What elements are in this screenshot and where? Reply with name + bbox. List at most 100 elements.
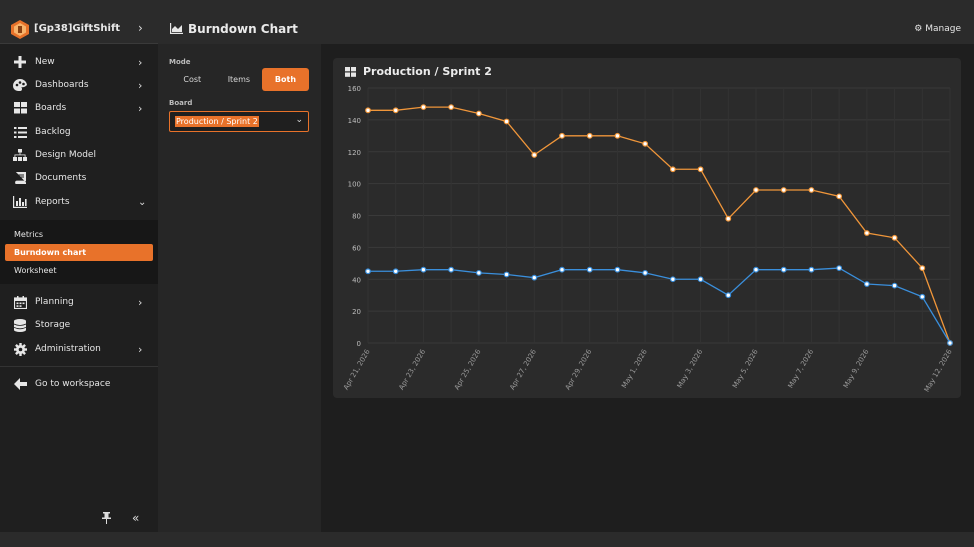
data-point: [891, 282, 898, 289]
x-tick-label: Apr 25, 2026: [453, 348, 483, 392]
data-point: [919, 265, 926, 271]
data-point: [448, 104, 455, 111]
bar-chart-icon: [12, 194, 28, 210]
data-point: [863, 230, 870, 236]
data-point: [531, 152, 538, 158]
board-select[interactable]: Production / Sprint 2 ⌄: [169, 111, 309, 132]
sidebar-item-storage[interactable]: Storage: [0, 314, 158, 336]
workspace-link-label: Go to workspace: [35, 379, 111, 389]
board-select-value: Production / Sprint 2: [175, 116, 259, 127]
data-point: [365, 268, 371, 275]
mode-option-items[interactable]: Items: [227, 75, 251, 84]
data-point: [448, 266, 455, 273]
y-tick-label: 140: [348, 117, 361, 125]
data-point: [836, 193, 843, 200]
sidebar-item-label: Dashboards: [35, 80, 89, 90]
chart-card: Production / Sprint 2 0 20 40 60 80 100 120 140…: [333, 58, 961, 398]
grid-icon: [345, 67, 356, 77]
top-strip: [0, 0, 974, 15]
workspace-header[interactable]: [Gp38]GiftShift ›: [0, 15, 158, 44]
mode-option-both[interactable]: Both: [262, 68, 309, 91]
submenu-item-burndown-chart[interactable]: Burndown chart: [5, 244, 153, 261]
sidebar-item-label: Administration: [35, 344, 101, 354]
data-point: [669, 276, 676, 283]
sidebar-item-label: Design Model: [35, 150, 96, 160]
sidebar-item-new[interactable]: New ›: [0, 51, 158, 73]
bottom-strip: [0, 532, 974, 547]
chevron-right-icon: ›: [138, 101, 143, 115]
manage-button[interactable]: ⚙ Manage: [914, 24, 961, 34]
submenu-item-metrics[interactable]: Metrics: [14, 230, 44, 239]
data-point: [392, 107, 399, 114]
chevron-right-icon: ›: [138, 342, 143, 356]
app-logo-icon: [11, 20, 29, 39]
workspace-name: [Gp38]GiftShift: [34, 23, 121, 34]
gear-icon: ⚙: [914, 24, 923, 34]
database-icon: [12, 317, 28, 333]
x-tick-label: May 12, 2026: [923, 348, 954, 394]
x-tick-label: Apr 29, 2026: [564, 348, 594, 392]
data-point: [669, 166, 676, 173]
data-point: [475, 110, 482, 117]
mode-label: Mode: [169, 58, 191, 66]
sidebar-item-boards[interactable]: Boards ›: [0, 97, 158, 119]
y-tick-label: 0: [357, 340, 361, 348]
x-tick-label: May 9, 2026: [842, 348, 871, 390]
x-tick-label: May 1, 2026: [620, 348, 649, 390]
divider: [0, 366, 158, 367]
sitemap-icon: [12, 147, 28, 163]
mode-segmented-control: Cost Items Both: [169, 68, 309, 91]
y-tick-label: 120: [348, 149, 361, 157]
area-chart-icon: [170, 23, 183, 34]
chevron-right-icon: ›: [138, 55, 143, 69]
data-point: [725, 215, 732, 222]
arrow-left-icon: [12, 376, 28, 392]
sidebar-item-reports[interactable]: Reports ⌄: [0, 191, 158, 213]
x-tick-label: Apr 27, 2026: [508, 348, 538, 392]
series-line-0: [368, 106, 951, 344]
sidebar-item-administration[interactable]: Administration ›: [0, 338, 158, 360]
chart-title: Production / Sprint 2: [363, 65, 492, 78]
pin-icon[interactable]: [102, 512, 111, 527]
sidebar: [Gp38]GiftShift › New › Dashboards › Boa…: [0, 15, 158, 532]
filter-panel: Mode Cost Items Both Board Production / …: [158, 44, 321, 532]
data-point: [642, 269, 649, 276]
sidebar-item-design-model[interactable]: Design Model: [0, 144, 158, 166]
y-tick-label: 40: [352, 276, 361, 284]
data-point: [614, 266, 621, 273]
grid-icon: [12, 100, 28, 116]
y-tick-label: 60: [352, 244, 361, 252]
go-to-workspace-link[interactable]: Go to workspace: [0, 373, 158, 395]
main-content: Production / Sprint 2 0 20 40 60 80 100 120 140…: [321, 44, 974, 532]
x-tick-label: Apr 21, 2026: [342, 348, 372, 392]
sidebar-item-label: Documents: [35, 173, 87, 183]
submenu-item-worksheet[interactable]: Worksheet: [14, 266, 57, 275]
series-line-1: [368, 267, 951, 344]
chevron-right-icon: ›: [138, 78, 143, 92]
page-title: Burndown Chart: [188, 22, 298, 36]
gear-icon: [12, 341, 28, 357]
y-tick-label: 80: [352, 213, 361, 221]
mode-option-cost[interactable]: Cost: [183, 75, 202, 84]
data-point: [780, 187, 787, 193]
chevron-right-icon: ›: [138, 295, 143, 309]
x-tick-label: May 3, 2026: [676, 348, 705, 390]
sidebar-item-backlog[interactable]: Backlog: [0, 121, 158, 143]
x-tick-label: May 5, 2026: [731, 348, 760, 390]
sidebar-item-dashboards[interactable]: Dashboards ›: [0, 74, 158, 96]
data-point: [697, 276, 704, 283]
data-point: [642, 140, 649, 147]
data-point: [947, 340, 953, 346]
data-point: [780, 266, 787, 273]
sidebar-item-planning[interactable]: Planning ›: [0, 291, 158, 313]
data-point: [365, 107, 371, 114]
page-header: Burndown Chart ⚙ Manage: [158, 15, 974, 44]
data-point: [586, 132, 593, 139]
data-point: [836, 265, 843, 271]
x-tick-label: May 7, 2026: [787, 348, 816, 390]
collapse-sidebar-icon[interactable]: «: [132, 511, 140, 525]
sidebar-item-documents[interactable]: Documents: [0, 167, 158, 189]
chevron-down-icon: ⌄: [295, 115, 303, 125]
data-point: [420, 104, 427, 111]
sidebar-item-label: New: [35, 57, 55, 67]
